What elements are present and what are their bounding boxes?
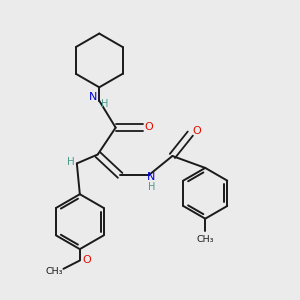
Text: CH₃: CH₃ [46,267,63,276]
Text: H: H [148,182,155,192]
Text: O: O [145,122,154,132]
Text: N: N [147,172,156,182]
Text: O: O [193,126,201,136]
Text: CH₃: CH₃ [196,235,214,244]
Text: H: H [101,99,108,109]
Text: O: O [82,256,91,266]
Text: H: H [67,157,75,167]
Text: N: N [88,92,97,102]
